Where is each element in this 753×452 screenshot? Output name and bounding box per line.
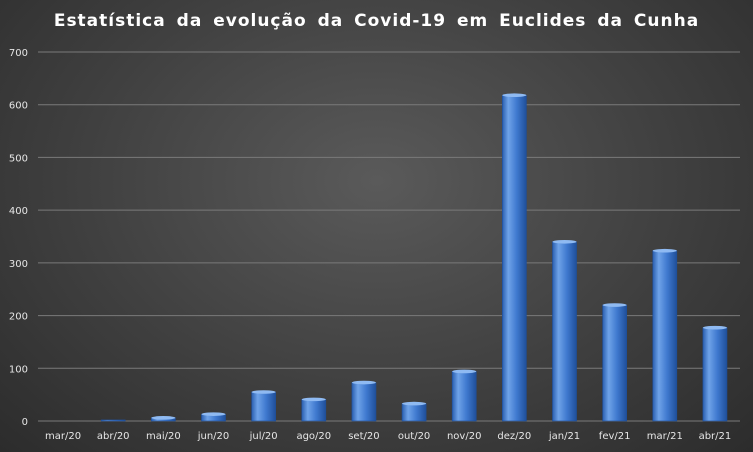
bar (602, 303, 627, 422)
x-tick-label: set/20 (348, 431, 379, 442)
x-tick-label: ago/20 (296, 431, 331, 442)
x-tick-label: mar/21 (647, 431, 683, 442)
bar-body (702, 327, 728, 422)
y-tick-label: 300 (9, 259, 28, 270)
x-tick-label: jul/20 (249, 431, 278, 442)
bar-body (552, 241, 577, 422)
x-tick-label: abr/20 (97, 431, 130, 442)
x-tick-label: abr/21 (699, 431, 732, 442)
bar-body (502, 94, 527, 422)
bar-top (251, 390, 276, 394)
bar-top (402, 401, 427, 406)
bar (100, 419, 126, 422)
bar-top (301, 397, 326, 402)
bar (301, 397, 327, 422)
gridlines (38, 51, 740, 422)
y-tick-label: 700 (9, 48, 28, 59)
bar-top (652, 248, 677, 253)
bar-top (201, 412, 226, 416)
bar-top (602, 303, 627, 307)
y-tick-label: 200 (9, 312, 28, 323)
y-tick-label: 0 (22, 417, 28, 428)
bar-body (100, 419, 126, 422)
y-tick-label: 100 (9, 364, 28, 375)
bar-body (652, 250, 678, 422)
bar-top (502, 93, 527, 98)
x-tick-label: fev/21 (599, 431, 631, 442)
x-tick-label: jun/20 (197, 431, 230, 442)
y-axis-ticks: 0 100 200 300 400 500 600 700 (9, 48, 28, 428)
x-axis-ticks: mar/20 abr/20 mai/20 jun/20 jul/20 ago/20 set/… (45, 431, 731, 442)
bar-top (151, 416, 176, 420)
bar (201, 412, 226, 422)
chart-title: Estatística da evolução da Covid-19 em E… (53, 11, 700, 31)
bar-body (401, 403, 427, 422)
bar (652, 248, 678, 422)
x-tick-label: jan/21 (548, 431, 580, 442)
bar-body (602, 304, 627, 422)
bar-top (452, 369, 477, 374)
x-tick-label: nov/20 (447, 431, 481, 442)
bar-top (351, 380, 376, 385)
bar (151, 416, 176, 422)
bar (351, 380, 377, 422)
bar-body (451, 371, 477, 422)
bar-top (552, 239, 577, 244)
x-tick-label: mai/20 (146, 431, 181, 442)
y-tick-label: 400 (9, 206, 28, 217)
x-tick-label: out/20 (398, 431, 430, 442)
bar (401, 401, 427, 422)
bar-body (301, 399, 327, 422)
bar (451, 369, 477, 422)
bar (702, 325, 728, 422)
x-tick-label: mar/20 (45, 431, 81, 442)
bar-top (702, 325, 727, 330)
x-tick-label: dez/20 (497, 431, 531, 442)
bar (502, 93, 527, 422)
bar-body (351, 382, 377, 422)
bar (552, 239, 577, 422)
bar-body (251, 391, 276, 422)
bar (251, 390, 276, 422)
bars (100, 93, 728, 422)
y-tick-label: 500 (9, 153, 28, 164)
y-tick-label: 600 (9, 101, 28, 112)
